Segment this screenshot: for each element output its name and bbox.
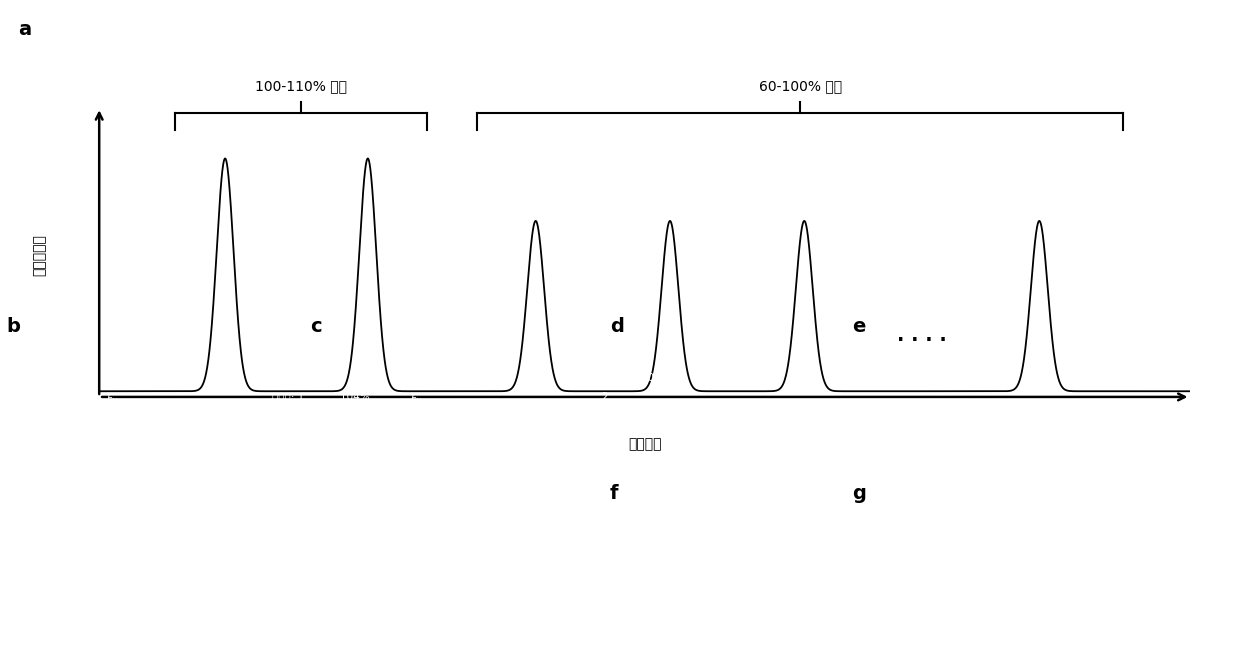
Text: 104%: 104%	[36, 392, 69, 402]
Text: 8: 8	[1076, 527, 1083, 537]
Text: $\mathit{F}_{th}$: $\mathit{F}_{th}$	[107, 392, 122, 406]
Text: 脉冲数: 1: 脉冲数: 1	[273, 392, 305, 402]
Text: f: f	[610, 484, 619, 503]
Text: 104%: 104%	[883, 373, 916, 383]
Text: g: g	[852, 484, 866, 503]
Text: 8: 8	[1076, 373, 1083, 383]
Text: 激光偏振: 激光偏振	[48, 585, 72, 595]
Text: $\mathit{F}_{th}$: $\mathit{F}_{th}$	[683, 527, 698, 541]
Text: 104%: 104%	[340, 392, 373, 402]
Text: $\mathit{F}_{th}$: $\mathit{F}_{th}$	[935, 373, 950, 387]
Text: $\mathit{F}_{th}$: $\mathit{F}_{th}$	[693, 373, 708, 387]
Text: 104%: 104%	[641, 373, 675, 383]
Text: $\mathit{F}_{th}$: $\mathit{F}_{th}$	[410, 392, 425, 406]
Text: · · · ·: · · · ·	[897, 331, 946, 350]
Text: e: e	[852, 317, 866, 336]
Text: 脉冲序数: 脉冲序数	[627, 437, 662, 451]
Text: 2: 2	[601, 392, 609, 402]
Text: 100-110% 阈値: 100-110% 阈値	[254, 79, 347, 93]
Text: $\mathit{F}_{th}$: $\mathit{F}_{th}$	[925, 527, 940, 541]
Text: b: b	[6, 317, 20, 336]
Text: 83%: 83%	[883, 527, 909, 537]
Text: 3: 3	[835, 373, 841, 383]
Text: a: a	[19, 20, 32, 39]
Text: 3: 3	[835, 527, 841, 537]
Text: 60-100% 阈値: 60-100% 阈値	[759, 79, 842, 93]
Text: c: c	[310, 317, 321, 336]
Text: 83%: 83%	[641, 527, 667, 537]
Text: 单脉冲能量: 单脉冲能量	[32, 234, 46, 276]
Text: d: d	[610, 317, 624, 336]
